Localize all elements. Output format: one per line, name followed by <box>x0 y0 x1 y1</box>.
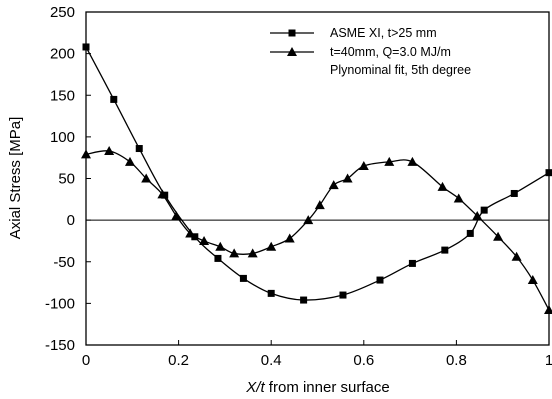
fit-curve-asme <box>85 46 550 301</box>
square-marker <box>466 229 474 237</box>
triangle-marker <box>472 210 483 220</box>
x-tick-label: 0 <box>82 352 90 369</box>
square-marker <box>239 274 247 282</box>
triangle-marker <box>384 156 395 166</box>
square-marker <box>441 246 449 254</box>
triangle-marker <box>544 305 552 315</box>
x-tick-label: 0.6 <box>353 352 374 369</box>
data-markers <box>81 43 552 315</box>
square-marker <box>545 169 552 177</box>
fit-curves <box>85 46 550 311</box>
triangle-marker <box>511 251 522 261</box>
y-tick-label: -100 <box>45 295 75 312</box>
legend: ASME XI, t>25 mm t=40mm, Q=3.0 MJ/m Plyn… <box>270 26 471 77</box>
triangle-marker <box>328 180 339 190</box>
triangle-marker <box>185 228 196 238</box>
x-tick-label: 0.4 <box>261 352 282 369</box>
fit-curve-t40 <box>85 150 550 311</box>
triangle-marker <box>141 173 152 183</box>
x-tick-label: 1 <box>545 352 552 369</box>
legend-label-t40: t=40mm, Q=3.0 MJ/m <box>330 45 451 59</box>
triangle-marker <box>247 248 258 258</box>
square-marker <box>339 291 347 299</box>
tick-labels: -150 -100 -50 0 50 100 150 200 250 0 0.2 0.4 0.6 0.8 1 <box>45 4 552 369</box>
triangle-marker <box>124 156 135 166</box>
y-tick-label: -50 <box>53 254 75 271</box>
triangle-marker <box>171 210 182 220</box>
x-tick-label: 0.8 <box>446 352 467 369</box>
square-marker <box>510 189 518 197</box>
y-axis-label: Axial Stress [MPa] <box>7 117 24 240</box>
triangle-marker <box>81 149 91 159</box>
triangle-marker <box>314 200 325 210</box>
triangle-marker <box>358 161 369 171</box>
square-marker <box>191 233 199 241</box>
legend-label-fit: Plynominal fit, 5th degree <box>330 63 471 77</box>
square-marker <box>135 145 143 153</box>
triangle-marker <box>437 181 448 191</box>
y-tick-label: 50 <box>58 171 75 188</box>
square-marker <box>376 276 384 284</box>
legend-square-marker <box>288 29 296 37</box>
triangle-marker <box>493 231 504 241</box>
x-axis-label: X/t from inner surface <box>245 379 389 396</box>
legend-label-asme: ASME XI, t>25 mm <box>330 26 437 40</box>
triangle-marker <box>453 193 464 203</box>
y-tick-label: -150 <box>45 337 75 354</box>
triangle-marker <box>342 173 353 183</box>
square-marker <box>408 259 416 267</box>
x-axis-label-var: X/t <box>245 379 265 396</box>
axes <box>85 11 550 346</box>
y-tick-label: 100 <box>50 129 75 146</box>
triangle-marker <box>407 156 418 166</box>
triangle-marker <box>199 235 210 245</box>
triangle-marker <box>527 275 538 285</box>
triangle-marker <box>303 215 314 225</box>
triangle-marker <box>157 189 168 199</box>
x-axis-label-text: from inner surface <box>265 379 390 396</box>
triangle-marker <box>284 233 295 243</box>
square-marker <box>267 289 275 297</box>
square-marker <box>480 206 488 214</box>
square-marker <box>82 43 90 51</box>
x-tick-label: 0.2 <box>168 352 189 369</box>
y-tick-label: 0 <box>67 212 75 229</box>
triangle-marker <box>229 248 240 258</box>
y-tick-label: 150 <box>50 87 75 104</box>
y-tick-label: 200 <box>50 46 75 63</box>
square-marker <box>110 95 118 103</box>
legend-triangle-marker <box>287 47 297 56</box>
square-marker <box>214 254 222 262</box>
square-marker <box>300 296 308 304</box>
y-tick-label: 250 <box>50 4 75 21</box>
triangle-marker <box>104 146 115 156</box>
triangle-marker <box>215 241 226 251</box>
triangle-marker <box>266 241 277 251</box>
